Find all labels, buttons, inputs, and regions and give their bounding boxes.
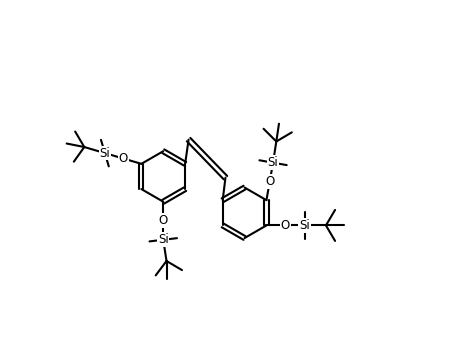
Text: Si: Si xyxy=(158,233,169,246)
Text: Si: Si xyxy=(299,219,310,232)
Text: Si: Si xyxy=(99,147,110,160)
Text: Si: Si xyxy=(267,156,278,169)
Text: O: O xyxy=(265,175,274,188)
Text: O: O xyxy=(158,214,168,227)
Text: O: O xyxy=(119,152,128,165)
Text: O: O xyxy=(281,219,290,232)
